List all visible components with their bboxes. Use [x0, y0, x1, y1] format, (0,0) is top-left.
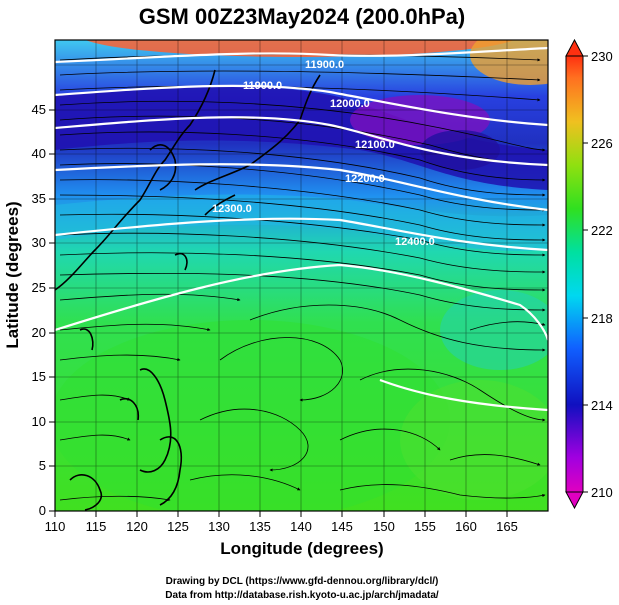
x-tick-label: 120	[126, 519, 148, 534]
contour-label: 12100.0	[355, 139, 395, 151]
y-tick-label: 20	[32, 325, 46, 340]
colorbar-tick-label: 222	[591, 223, 613, 238]
contour-label: 12200.0	[345, 173, 385, 185]
x-tick-label: 150	[373, 519, 395, 534]
colorbar-tick-label: 214	[591, 398, 613, 413]
x-tick-label: 160	[455, 519, 477, 534]
colorbar-tick-label: 210	[591, 485, 613, 500]
x-tick-label: 165	[496, 519, 518, 534]
y-tick-label: 30	[32, 235, 46, 250]
x-tick-label: 130	[208, 519, 230, 534]
colorbar-tick-label: 218	[591, 311, 613, 326]
colorbar-min-arrow	[565, 491, 584, 510]
y-tick-label: 5	[39, 458, 46, 473]
x-tick-label: 125	[167, 519, 189, 534]
y-tick-label: 15	[32, 369, 46, 384]
contour-label: 12400.0	[395, 236, 435, 248]
x-tick-label: 155	[414, 519, 436, 534]
y-tick-label: 40	[32, 146, 46, 161]
x-tick-label: 135	[249, 519, 271, 534]
y-tick-label: 10	[32, 414, 46, 429]
x-tick-label: 110	[45, 519, 66, 534]
contour-label: 12000.0	[330, 98, 370, 110]
y-tick-label: 0	[39, 503, 46, 518]
x-axis: 110 115 120 125 130 135 140 145 150 155 …	[45, 511, 518, 558]
x-tick-label: 115	[86, 519, 107, 534]
credit-drawing: Drawing by DCL (https://www.gfd-dennou.o…	[166, 576, 439, 587]
y-tick-label: 45	[32, 102, 46, 117]
y-axis-title: Latitude (degrees)	[3, 201, 22, 348]
contour-label: 12300.0	[212, 203, 252, 215]
colorbar: 210 214 218 222 226 230	[565, 38, 613, 510]
temperature-field: 11900.0 11900.0 12000.0 12100.0 12200.0 …	[55, 40, 548, 511]
contour-label: 11900.0	[243, 80, 282, 92]
colorbar-tick-label: 226	[591, 136, 613, 151]
x-axis-title: Longitude (degrees)	[220, 539, 383, 558]
y-axis: 0 5 10 15 20 25 30 35 40 45 Latitude (de…	[3, 102, 55, 518]
contour-labels: 11900.0 11900.0 12000.0 12100.0 12200.0 …	[212, 59, 435, 248]
y-tick-label: 25	[32, 280, 46, 295]
colorbar-tick-label: 230	[591, 49, 613, 64]
colorbar-max-arrow	[565, 38, 584, 57]
credit-data: Data from http://database.rish.kyoto-u.a…	[165, 590, 439, 601]
x-tick-label: 145	[331, 519, 353, 534]
x-tick-label: 140	[290, 519, 312, 534]
height-contours	[55, 46, 548, 412]
y-tick-label: 35	[32, 191, 46, 206]
contour-label: 11900.0	[305, 59, 344, 71]
map-title: GSM 00Z23May2024 (200.0hPa)	[139, 4, 466, 29]
